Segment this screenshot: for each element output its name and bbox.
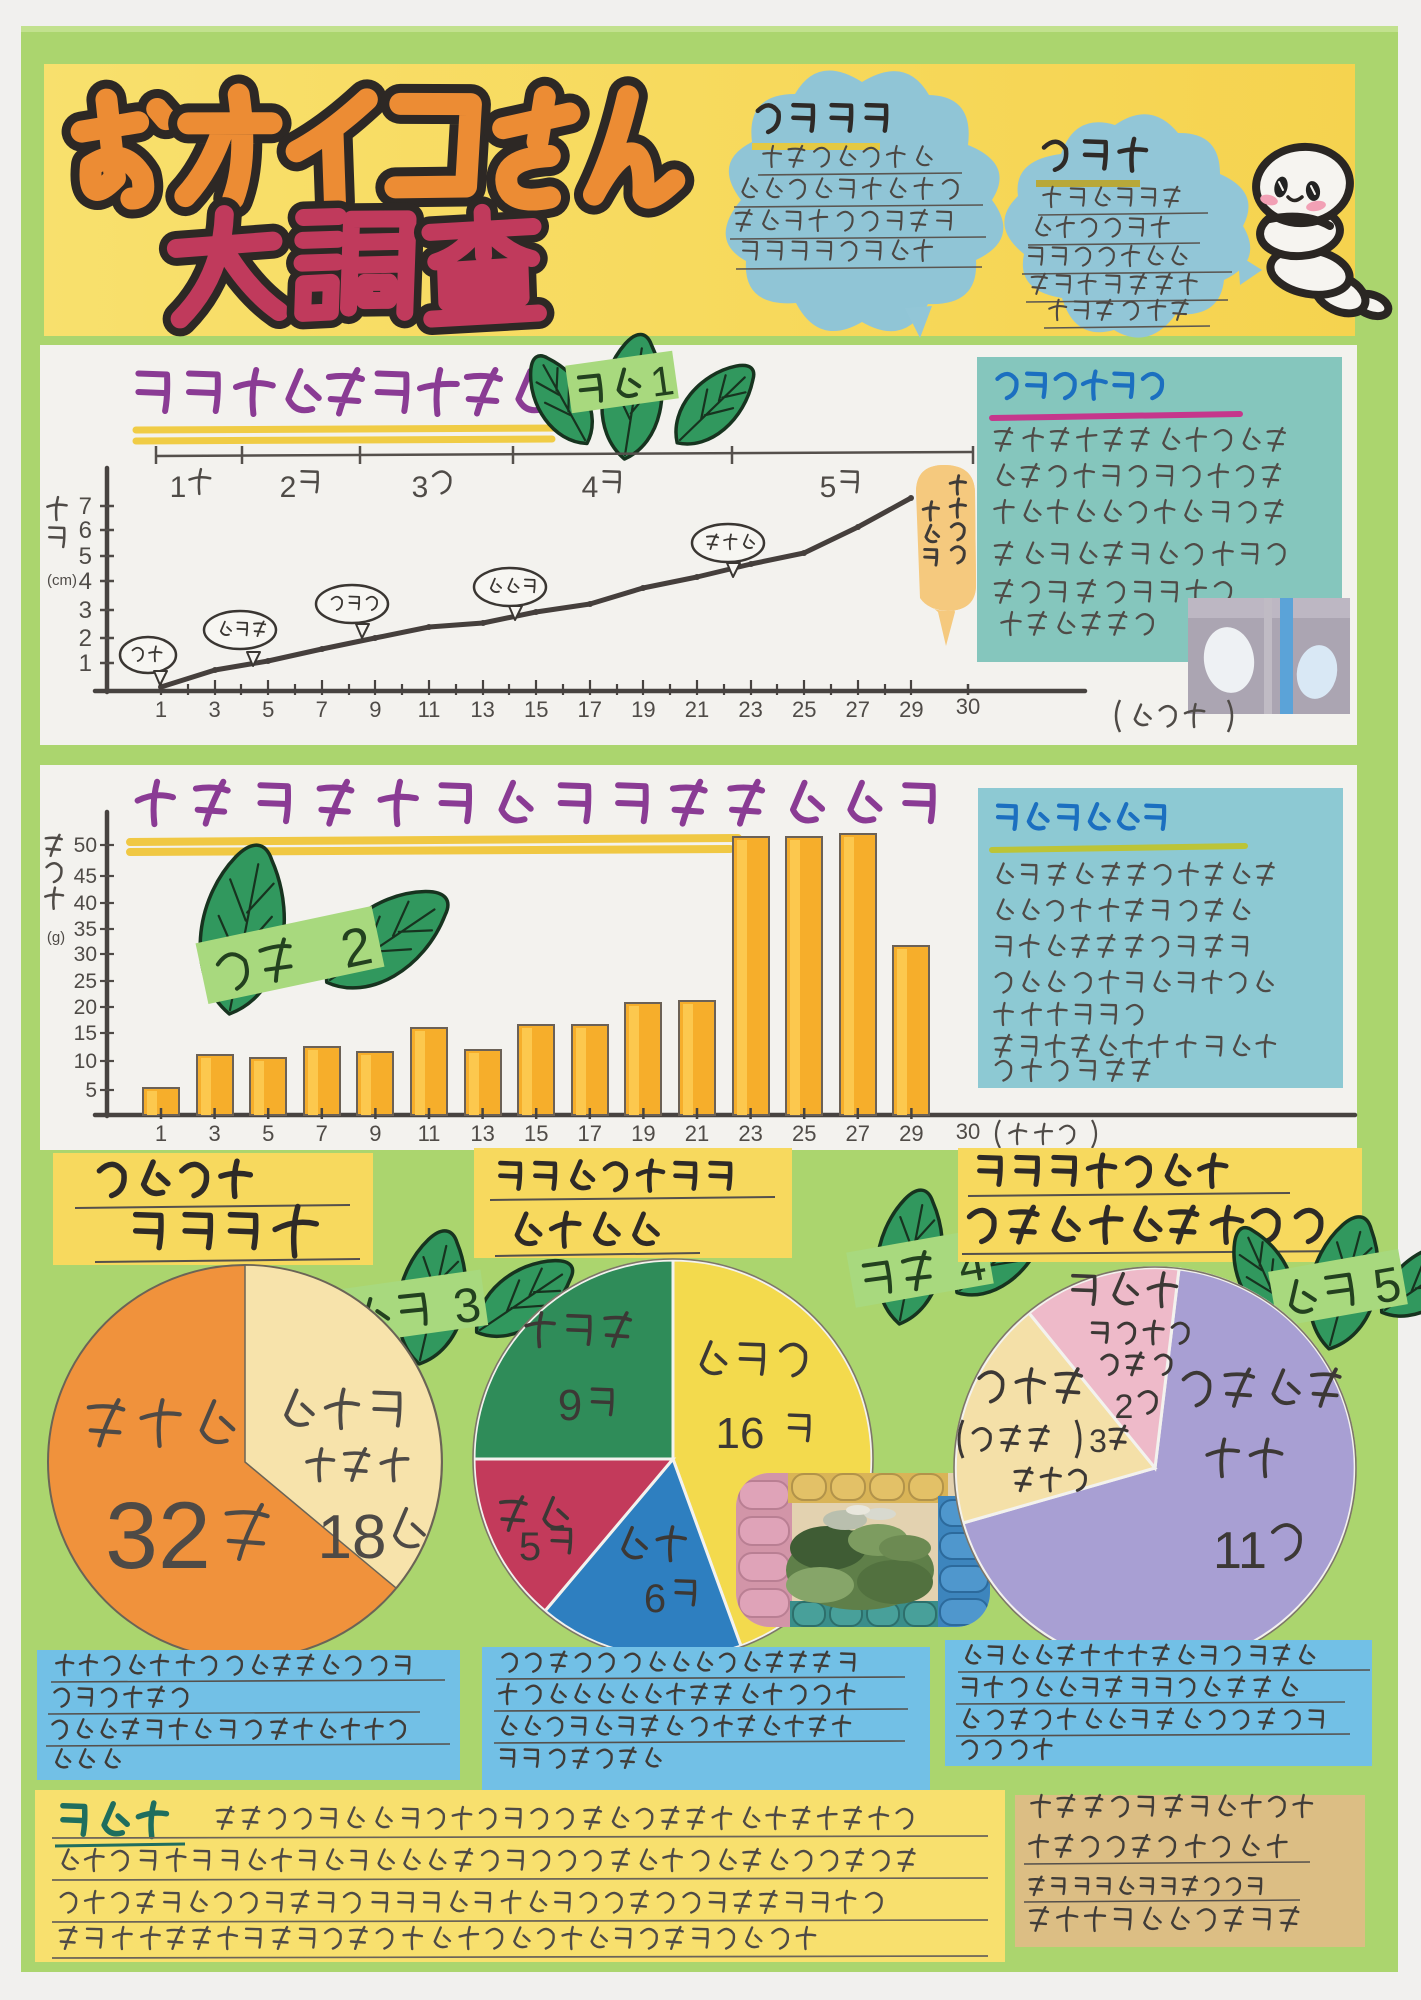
svg-text:3: 3 [208,697,220,722]
svg-text:3: 3 [208,1121,220,1146]
svg-text:5: 5 [79,543,92,570]
svg-text:9: 9 [558,1381,582,1430]
svg-text:1: 1 [170,471,187,504]
svg-text:40: 40 [74,892,97,915]
svg-text:17: 17 [578,697,602,722]
svg-text:15: 15 [524,1121,548,1146]
svg-text:30: 30 [956,1119,980,1144]
svg-text:27: 27 [846,697,870,722]
svg-text:16: 16 [716,1409,765,1458]
svg-text:5: 5 [262,1121,274,1146]
svg-text:29: 29 [899,697,923,722]
svg-text:15: 15 [74,1022,97,1045]
svg-text:6: 6 [644,1577,666,1621]
svg-text:3: 3 [412,471,429,504]
svg-text:5: 5 [519,1525,541,1569]
svg-text:4: 4 [79,568,92,595]
svg-text:25: 25 [792,697,816,722]
svg-text:15: 15 [524,697,548,722]
svg-text:9: 9 [369,1121,381,1146]
svg-text:5: 5 [85,1079,97,1102]
svg-text:25: 25 [74,970,97,993]
svg-text:25: 25 [792,1121,816,1146]
svg-text:13: 13 [470,697,494,722]
svg-text:2: 2 [280,471,297,504]
svg-text:3: 3 [79,597,92,624]
svg-text:9: 9 [369,697,381,722]
svg-text:7: 7 [79,493,92,520]
svg-text:18: 18 [318,1503,387,1572]
svg-text:19: 19 [631,1121,655,1146]
svg-text:11: 11 [418,697,441,722]
svg-text:3: 3 [1089,1423,1107,1459]
svg-text:1: 1 [79,650,92,677]
svg-text:20: 20 [74,996,97,1019]
svg-text:1: 1 [155,1121,167,1146]
svg-text:2: 2 [1115,1388,1134,1426]
svg-text:19: 19 [631,697,655,722]
svg-text:13: 13 [470,1121,494,1146]
svg-text:27: 27 [846,1121,870,1146]
svg-text:30: 30 [74,943,97,966]
svg-text:32: 32 [105,1483,211,1589]
svg-text:35: 35 [74,918,97,941]
svg-text:10: 10 [74,1050,97,1073]
svg-text:1: 1 [155,697,167,722]
svg-text:4: 4 [582,471,599,504]
svg-text:17: 17 [578,1121,602,1146]
svg-text:11: 11 [418,1121,441,1146]
svg-text:(g): (g) [47,929,65,946]
svg-text:29: 29 [899,1121,923,1146]
svg-text:5: 5 [262,697,274,722]
svg-text:21: 21 [685,697,709,722]
svg-text:7: 7 [316,697,328,722]
svg-text:11: 11 [1213,1522,1267,1580]
svg-text:30: 30 [956,694,980,719]
svg-text:23: 23 [738,697,762,722]
svg-text:7: 7 [316,1121,328,1146]
svg-text:(cm): (cm) [47,572,77,589]
svg-text:6: 6 [79,517,92,544]
svg-text:21: 21 [685,1121,709,1146]
svg-text:50: 50 [74,834,97,857]
svg-text:2: 2 [79,625,92,652]
svg-text:5: 5 [820,471,837,504]
svg-text:45: 45 [74,865,97,888]
svg-text:23: 23 [738,1121,762,1146]
